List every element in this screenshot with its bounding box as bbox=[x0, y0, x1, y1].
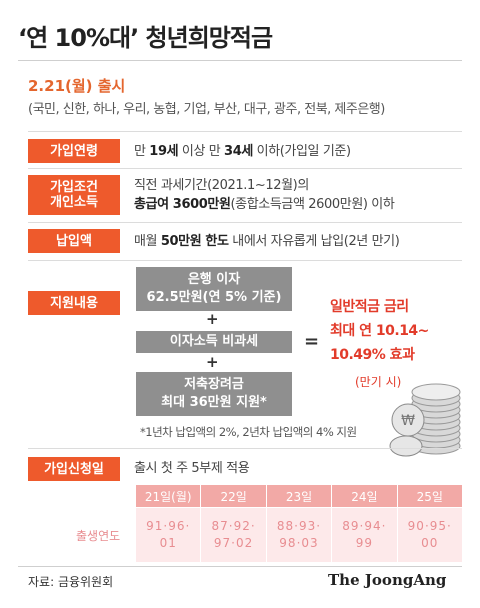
equals-sign: = bbox=[304, 331, 320, 352]
box-savings-incentive: 저축장려금 최대 36만원 지원* bbox=[136, 372, 292, 416]
label-income: 가입조건 개인소득 bbox=[28, 175, 120, 215]
years-line1: 91·96· bbox=[146, 519, 191, 533]
box-tax-exempt: 이자소득 비과세 bbox=[136, 331, 292, 353]
years-line2: 98·03 bbox=[279, 536, 319, 550]
age-min: 19세 bbox=[149, 144, 179, 159]
divider bbox=[28, 260, 462, 261]
schedule-day: 23일 bbox=[285, 489, 313, 504]
label-age: 가입연령 bbox=[28, 139, 120, 163]
plus-sign: + bbox=[206, 310, 219, 328]
age-text: 만 bbox=[134, 144, 150, 159]
years-line1: 87·92· bbox=[211, 519, 256, 533]
svg-text:₩: ₩ bbox=[401, 413, 415, 429]
label-income-line2: 개인소득 bbox=[50, 195, 98, 210]
payment-text: 내에서 자유롭게 납입(2년 만기) bbox=[228, 234, 400, 249]
label-apply: 가입신청일 bbox=[28, 457, 120, 481]
age-value: 만 19세 이상 만 34세 이하(가입일 기준) bbox=[134, 142, 351, 161]
payment-text: 매월 bbox=[134, 234, 161, 249]
schedule-day: 21일(월) bbox=[144, 489, 192, 504]
age-text: 이하(가입일 기준) bbox=[252, 144, 351, 159]
years-line1: 88·93· bbox=[276, 519, 322, 533]
years-line2: 99 bbox=[355, 536, 374, 550]
support-footnote: *1년차 납입액의 2%, 2년차 납입액의 4% 지원 bbox=[140, 425, 357, 439]
divider bbox=[200, 485, 202, 507]
box-bank-interest-line2: 62.5만원(연 5% 기준) bbox=[146, 290, 282, 305]
schedule-day: 24일 bbox=[351, 489, 378, 504]
box-savings-incentive-line1: 저축장려금 bbox=[184, 377, 244, 392]
years-line2: 00 bbox=[421, 536, 439, 550]
divider bbox=[28, 131, 462, 132]
schedule-body: 91·96· 01 87·92· 97·02 88·93· 98·03 89·94· 9… bbox=[136, 508, 462, 562]
income-threshold: 총급여 3600만원 bbox=[134, 197, 231, 212]
income-value: 직전 과세기간(2021.1~12월)의 총급여 3600만원(종합소득금액 2… bbox=[134, 176, 395, 214]
divider bbox=[265, 485, 267, 507]
divider bbox=[200, 508, 202, 562]
plus-sign: + bbox=[206, 353, 219, 371]
schedule-years: 91·96· 01 bbox=[136, 518, 200, 552]
result-maturity: (만기 시) bbox=[355, 375, 402, 389]
years-line2: 97·02 bbox=[213, 536, 254, 550]
coin-stack-icon: ₩ bbox=[389, 383, 461, 457]
divider bbox=[265, 508, 267, 562]
apply-value: 출시 첫 주 5부제 적용 bbox=[134, 461, 250, 476]
schedule-row-label: 출생연도 bbox=[76, 529, 121, 543]
divider bbox=[396, 508, 398, 562]
result-line3: 10.49% 효과 bbox=[330, 347, 415, 363]
payment-value: 매월 50만원 한도 내에서 자유롭게 납입(2년 만기) bbox=[134, 232, 400, 251]
result-line2: 최대 연 10.14~ bbox=[330, 323, 429, 339]
page-title: ‘연 10%대’ 청년희망적금 bbox=[18, 24, 273, 52]
payment-limit: 50만원 한도 bbox=[160, 234, 229, 249]
label-support: 지원내용 bbox=[28, 291, 120, 315]
box-savings-incentive-line2: 최대 36만원 지원* bbox=[161, 395, 267, 410]
divider bbox=[28, 448, 462, 449]
source-credit: 자료: 금융위원회 bbox=[28, 575, 114, 589]
schedule-day: 25일 bbox=[416, 489, 443, 504]
label-income-line1: 가입조건 bbox=[50, 180, 98, 195]
bank-list: (국민, 신한, 하나, 우리, 농협, 기업, 부산, 대구, 광주, 전북,… bbox=[28, 102, 385, 117]
age-text: 이상 만 bbox=[178, 144, 225, 159]
divider bbox=[396, 485, 398, 507]
box-bank-interest-line1: 은행 이자 bbox=[187, 272, 241, 287]
result-line1: 일반적금 금리 bbox=[330, 299, 409, 315]
divider bbox=[331, 508, 333, 562]
divider bbox=[28, 222, 462, 223]
schedule-years: 87·92· 97·02 bbox=[201, 518, 265, 552]
schedule-day: 22일 bbox=[220, 489, 247, 504]
years-line2: 01 bbox=[159, 536, 177, 550]
bottom-divider bbox=[18, 566, 462, 567]
schedule-years: 88·93· 98·03 bbox=[267, 518, 331, 552]
years-line1: 89·94· bbox=[342, 519, 387, 533]
income-line1: 직전 과세기간(2021.1~12월)의 bbox=[134, 178, 309, 193]
label-payment: 납입액 bbox=[28, 229, 120, 253]
schedule-header: 21일(월) 22일 23일 24일 25일 bbox=[136, 485, 462, 507]
launch-date: 2.21(월) 출시 bbox=[28, 77, 126, 95]
income-line2: (종합소득금액 2600만원) 이하 bbox=[230, 197, 395, 212]
schedule-years: 90·95· 00 bbox=[398, 518, 462, 552]
divider bbox=[28, 168, 462, 169]
box-bank-interest: 은행 이자 62.5만원(연 5% 기준) bbox=[136, 267, 292, 311]
years-line1: 90·95· bbox=[407, 519, 452, 533]
brand-logo: The JoongAng bbox=[328, 571, 447, 589]
schedule-years: 89·94· 99 bbox=[332, 518, 396, 552]
top-divider bbox=[18, 60, 462, 61]
age-max: 34세 bbox=[224, 144, 253, 159]
divider bbox=[331, 485, 333, 507]
